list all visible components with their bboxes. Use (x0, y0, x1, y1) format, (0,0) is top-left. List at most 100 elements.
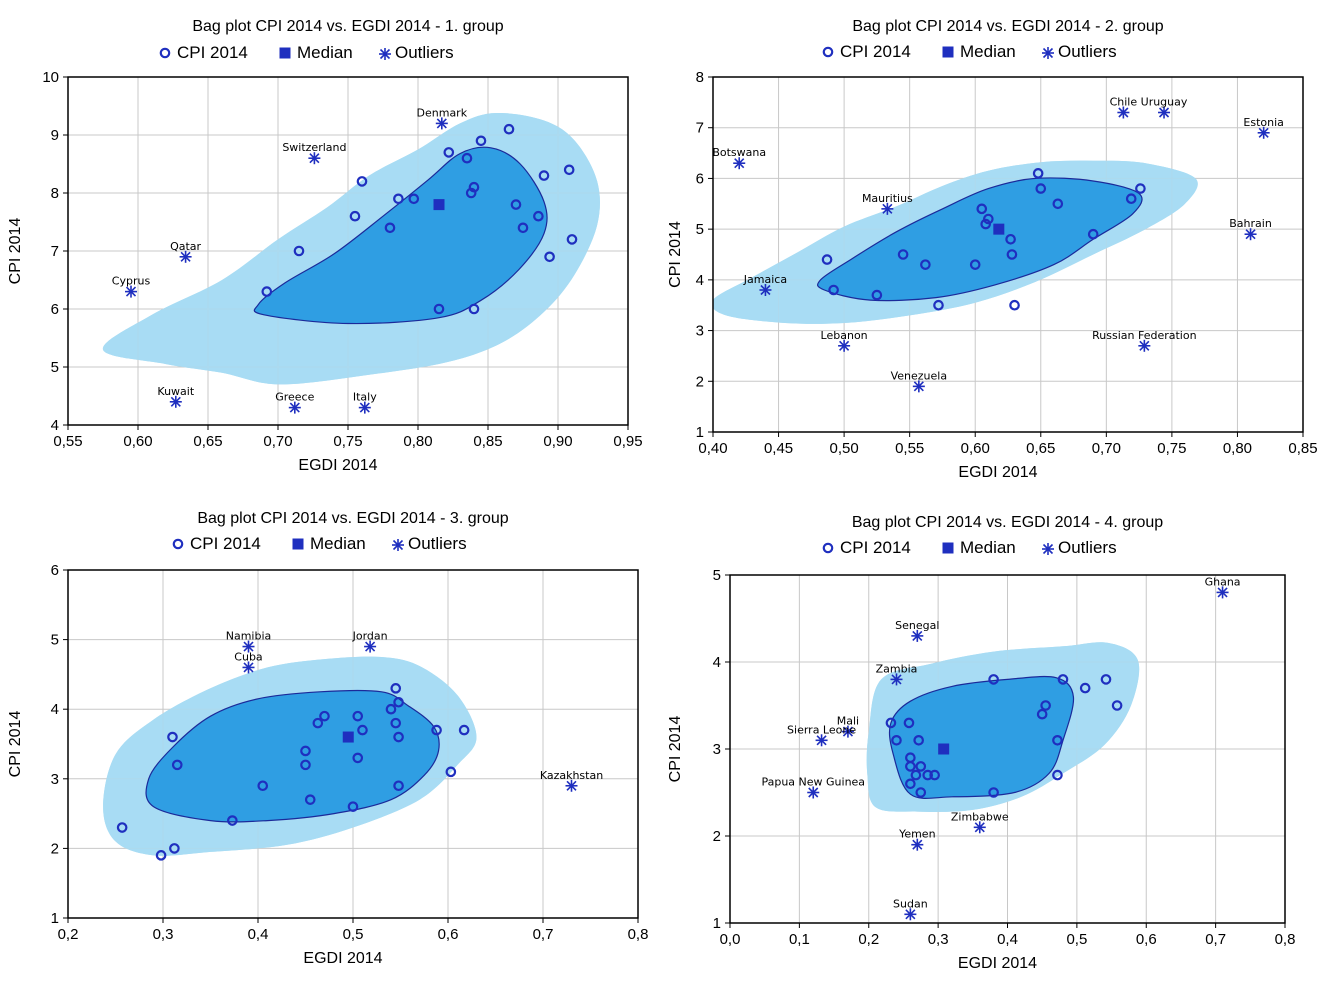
chart-title: Bag plot CPI 2014 vs. EGDI 2014 - 3. gro… (197, 510, 508, 527)
legend-marker-median (942, 46, 954, 58)
data-point (312, 717, 324, 729)
outlier-label: Venezuela (891, 369, 948, 382)
legend-marker-outliers (1042, 543, 1054, 555)
y-tick-label: 3 (696, 323, 704, 340)
data-point (510, 199, 522, 210)
legend-label-points: CPI 2014 (190, 534, 261, 553)
x-tick-label: 0,50 (830, 440, 859, 457)
legend-label-outliers: Outliers (395, 43, 454, 62)
outlier-marker (1138, 339, 1151, 352)
legend-marker-points (822, 542, 834, 554)
data-point (347, 801, 359, 812)
data-point (458, 724, 470, 736)
gridlines (68, 570, 638, 918)
x-tick-label: 0,45 (764, 440, 793, 457)
data-point (304, 794, 316, 805)
outlier-label: Sierra Leone (787, 723, 856, 736)
data-point (1009, 299, 1020, 311)
x-tick-label: 0,85 (473, 433, 502, 450)
outlier-label: Italy (353, 391, 377, 404)
y-tick-label: 6 (51, 301, 59, 318)
outlier-label: Russian Federation (1092, 329, 1196, 342)
x-tick-label: 0,80 (403, 433, 432, 450)
x-tick-label: 0,65 (1026, 440, 1055, 457)
outlier-label: Greece (275, 391, 314, 404)
y-axis-label: CPI 2014 (7, 711, 24, 778)
legend-label-median: Median (960, 42, 1016, 61)
chart-legend: CPI 2014 Median Outliers (822, 538, 1117, 557)
data-point (169, 843, 180, 854)
outlier-label: Uruguay (1141, 96, 1188, 109)
data-point (980, 218, 992, 230)
data-point (357, 724, 368, 736)
outlier-label: Mali (837, 715, 859, 728)
chart-panel-2: Bag plot CPI 2014 vs. EGDI 2014 - 2. gro… (660, 0, 1320, 490)
legend-label-outliers: Outliers (408, 534, 467, 553)
data-point (915, 761, 927, 772)
outlier-marker (364, 640, 377, 653)
median-marker (938, 743, 950, 755)
legend-label-points: CPI 2014 (840, 42, 911, 61)
data-point (227, 815, 238, 826)
data-point (155, 850, 167, 861)
x-tick-label: 0,3 (928, 931, 949, 948)
data-point (300, 759, 311, 771)
x-tick-label: 0,80 (1223, 440, 1252, 457)
x-tick-label: 0,75 (1157, 440, 1186, 457)
y-tick-label: 8 (696, 69, 704, 86)
chart-panel-4: Bag plot CPI 2014 vs. EGDI 2014 - 4. gro… (660, 490, 1320, 980)
data-point (167, 731, 178, 743)
data-point (461, 152, 473, 164)
outlier-marker (1244, 228, 1257, 241)
outlier-marker (308, 152, 321, 165)
data-point (915, 787, 927, 798)
y-tick-label: 10 (42, 69, 59, 86)
legend-label-outliers: Outliers (1058, 538, 1117, 557)
x-tick-label: 0,3 (153, 926, 174, 943)
y-tick-label: 2 (696, 373, 704, 390)
chart-title: Bag plot CPI 2014 vs. EGDI 2014 - 2. gro… (852, 18, 1163, 35)
outlier-label: Senegal (895, 619, 939, 632)
bag-region (145, 689, 440, 823)
data-point (393, 696, 404, 708)
x-tick-label: 0,70 (1092, 440, 1121, 457)
y-tick-label: 3 (713, 741, 721, 758)
data-point (443, 147, 455, 158)
data-point (475, 135, 487, 147)
legend-marker-outliers (1042, 47, 1054, 59)
y-tick-label: 5 (713, 567, 721, 584)
data-point (408, 193, 420, 205)
data-point (1006, 249, 1018, 260)
data-point (431, 724, 442, 736)
y-tick-label: 1 (51, 910, 59, 927)
data-point (1111, 700, 1123, 711)
data-point (352, 752, 364, 764)
y-tick-label: 6 (51, 562, 59, 579)
data-point (544, 251, 555, 263)
legend-marker-median (942, 542, 954, 554)
x-tick-label: 0,60 (961, 440, 990, 457)
data-point (1035, 183, 1047, 194)
outlier-marker (890, 673, 903, 686)
data-point (988, 787, 999, 798)
x-tick-label: 0,95 (613, 433, 642, 450)
chart-panel-1: Bag plot CPI 2014 vs. EGDI 2014 - 1. gro… (0, 0, 660, 490)
plot-area (68, 77, 628, 425)
plot-frame (712, 76, 1304, 433)
y-tick-label: 7 (51, 243, 59, 260)
x-tick-label: 0,90 (543, 433, 572, 450)
x-axis-label: EGDI 2014 (958, 955, 1037, 972)
data-point (563, 164, 575, 176)
x-tick-label: 0,1 (789, 931, 810, 948)
outlier-marker (1117, 106, 1130, 119)
y-tick-label: 2 (51, 840, 59, 857)
legend-label-median: Median (960, 538, 1016, 557)
y-tick-label: 7 (696, 120, 704, 137)
legend-label-points: CPI 2014 (177, 43, 248, 62)
y-axis-label: CPI 2014 (667, 716, 684, 783)
data-point (538, 170, 550, 181)
x-tick-label: 0,6 (438, 926, 459, 943)
data-point (1125, 193, 1137, 205)
y-tick-label: 3 (51, 771, 59, 788)
data-point (390, 717, 402, 729)
